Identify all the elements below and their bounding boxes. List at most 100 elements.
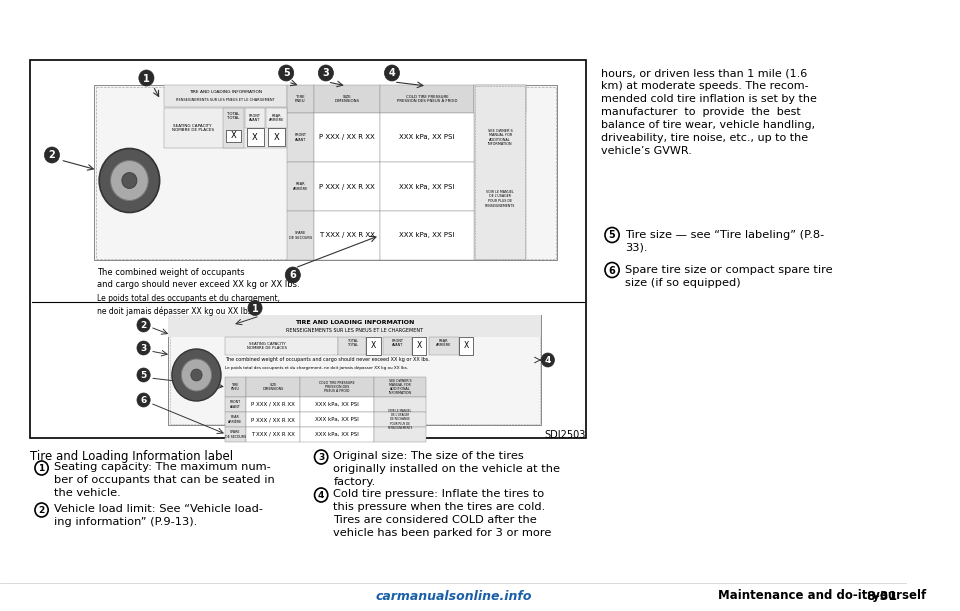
Text: REAR
ARRIÈRE: REAR ARRIÈRE [436,339,451,347]
Text: COLD TIRE PRESSURE
PRESSION DES
PNEUS À FROID: COLD TIRE PRESSURE PRESSION DES PNEUS À … [320,381,355,393]
Text: REAR
ARRIÈRE: REAR ARRIÈRE [269,114,284,122]
Text: 4: 4 [318,491,324,500]
FancyBboxPatch shape [374,377,426,397]
Text: originally installed on the vehicle at the: originally installed on the vehicle at t… [333,464,561,474]
Circle shape [137,318,150,332]
Text: 5: 5 [283,68,290,78]
Text: 5: 5 [609,230,615,241]
Text: Le poids total des occupants et du chargement,
ne doit jamais dépasser XX kg ou : Le poids total des occupants et du charg… [97,294,280,315]
FancyBboxPatch shape [300,377,374,397]
Text: SEATING CAPACITY
NOMBRE DE PLACES: SEATING CAPACITY NOMBRE DE PLACES [172,123,214,133]
Text: TIRE
PNEU: TIRE PNEU [230,383,240,391]
Text: SIZE
DIMENSIONS: SIZE DIMENSIONS [334,95,359,103]
FancyBboxPatch shape [374,412,426,427]
FancyBboxPatch shape [246,427,300,442]
Text: TOTAL
TOTAL: TOTAL TOTAL [228,112,239,120]
FancyBboxPatch shape [429,337,459,355]
Text: 2: 2 [49,150,56,161]
Text: 3: 3 [323,68,329,78]
FancyBboxPatch shape [380,211,474,260]
FancyBboxPatch shape [287,162,314,211]
Text: SIZE
DIMENSIONS: SIZE DIMENSIONS [262,383,283,391]
Text: T XXX / XX R XX: T XXX / XX R XX [251,432,295,437]
FancyBboxPatch shape [246,397,300,412]
FancyBboxPatch shape [314,162,380,211]
Text: ing information” (P.9-13).: ing information” (P.9-13). [54,517,197,527]
Text: X: X [417,342,421,351]
Text: FRONT
AVANT: FRONT AVANT [229,400,241,409]
FancyBboxPatch shape [268,128,285,146]
FancyBboxPatch shape [168,315,541,337]
Text: carmanualsonline.info: carmanualsonline.info [375,590,532,604]
Text: COLD TIRE PRESSURE
PRESSION DES PNEUS À FROID: COLD TIRE PRESSURE PRESSION DES PNEUS À … [396,95,457,103]
Text: 1: 1 [38,464,45,473]
Text: SEE OWNER'S
MANUAL FOR
ADDITIONAL
INFORMATION: SEE OWNER'S MANUAL FOR ADDITIONAL INFORM… [488,128,513,147]
Text: TIRE
PNEU: TIRE PNEU [295,95,305,103]
FancyBboxPatch shape [300,427,374,442]
Text: XXX kPa, XX PSI: XXX kPa, XX PSI [315,432,359,437]
Text: Tires are considered COLD after the: Tires are considered COLD after the [333,515,538,525]
Circle shape [541,353,555,367]
Text: km) at moderate speeds. The recom-: km) at moderate speeds. The recom- [601,81,808,91]
Text: SEATING CAPACITY
NOMBRE DE PLACES: SEATING CAPACITY NOMBRE DE PLACES [248,342,287,350]
Circle shape [137,368,150,382]
Circle shape [278,65,294,81]
FancyBboxPatch shape [459,337,473,355]
Text: REAR
ARRIÈRE: REAR ARRIÈRE [228,415,242,423]
FancyBboxPatch shape [246,412,300,427]
Text: size (if so equipped): size (if so equipped) [625,278,741,288]
Text: hours, or driven less than 1 mile (1.6: hours, or driven less than 1 mile (1.6 [601,68,807,78]
Text: Original size: The size of the tires: Original size: The size of the tires [333,451,524,461]
Text: 4: 4 [544,356,551,365]
Text: T XXX / XX R XX: T XXX / XX R XX [319,233,374,238]
Circle shape [110,161,148,200]
Text: XXX kPa, XX PSI: XXX kPa, XX PSI [399,233,455,238]
FancyBboxPatch shape [225,427,246,442]
Text: 3: 3 [318,453,324,462]
Text: X: X [274,133,279,142]
Text: 1: 1 [143,73,150,84]
Text: this pressure when the tires are cold.: this pressure when the tires are cold. [333,502,545,512]
Text: X: X [371,342,376,351]
Text: 6: 6 [609,266,615,276]
Circle shape [181,359,211,391]
Text: 2: 2 [140,321,147,330]
Text: driveability, tire noise, etc., up to the: driveability, tire noise, etc., up to th… [601,133,808,143]
FancyBboxPatch shape [245,108,265,128]
FancyBboxPatch shape [246,377,300,397]
FancyBboxPatch shape [474,85,526,113]
FancyBboxPatch shape [314,113,380,162]
Text: Seating capacity: The maximum num-: Seating capacity: The maximum num- [54,462,271,472]
FancyBboxPatch shape [225,337,338,355]
FancyBboxPatch shape [30,60,586,438]
FancyBboxPatch shape [247,128,264,146]
Text: SPARE
DE SECOURS: SPARE DE SECOURS [225,430,246,439]
Text: the vehicle.: the vehicle. [54,488,121,498]
FancyBboxPatch shape [164,85,287,107]
FancyBboxPatch shape [226,130,241,142]
Circle shape [139,70,154,86]
Text: The combined weight of occupants
and cargo should never exceed XX kg or XX lbs.: The combined weight of occupants and car… [97,268,300,289]
FancyBboxPatch shape [164,108,287,148]
Text: SEE OWNER'S
MANUAL FOR
ADDITIONAL
INFORMATION: SEE OWNER'S MANUAL FOR ADDITIONAL INFORM… [389,379,412,395]
Text: RENSEIGNEMENTS SUR LES PNEUS ET LE CHARGEMENT: RENSEIGNEMENTS SUR LES PNEUS ET LE CHARG… [286,329,423,334]
FancyBboxPatch shape [300,412,374,427]
Text: The combined weight of occupants and cargo should never exceed XX kg or XX lbs.: The combined weight of occupants and car… [225,357,429,362]
FancyBboxPatch shape [168,315,541,425]
FancyBboxPatch shape [412,337,426,355]
Text: XXX kPa, XX PSI: XXX kPa, XX PSI [399,183,455,189]
Circle shape [384,65,399,81]
Text: P XXX / XX R XX: P XXX / XX R XX [319,183,374,189]
Circle shape [99,148,159,213]
FancyBboxPatch shape [314,211,380,260]
Text: X: X [252,133,258,142]
Circle shape [172,349,221,401]
FancyBboxPatch shape [380,162,474,211]
Text: X: X [230,131,236,141]
FancyBboxPatch shape [225,377,246,397]
Text: factory.: factory. [333,477,375,487]
FancyBboxPatch shape [380,113,474,162]
Text: Cold tire pressure: Inflate the tires to: Cold tire pressure: Inflate the tires to [333,489,544,499]
Text: FRONT
AVANT: FRONT AVANT [295,133,306,142]
FancyBboxPatch shape [383,337,412,355]
